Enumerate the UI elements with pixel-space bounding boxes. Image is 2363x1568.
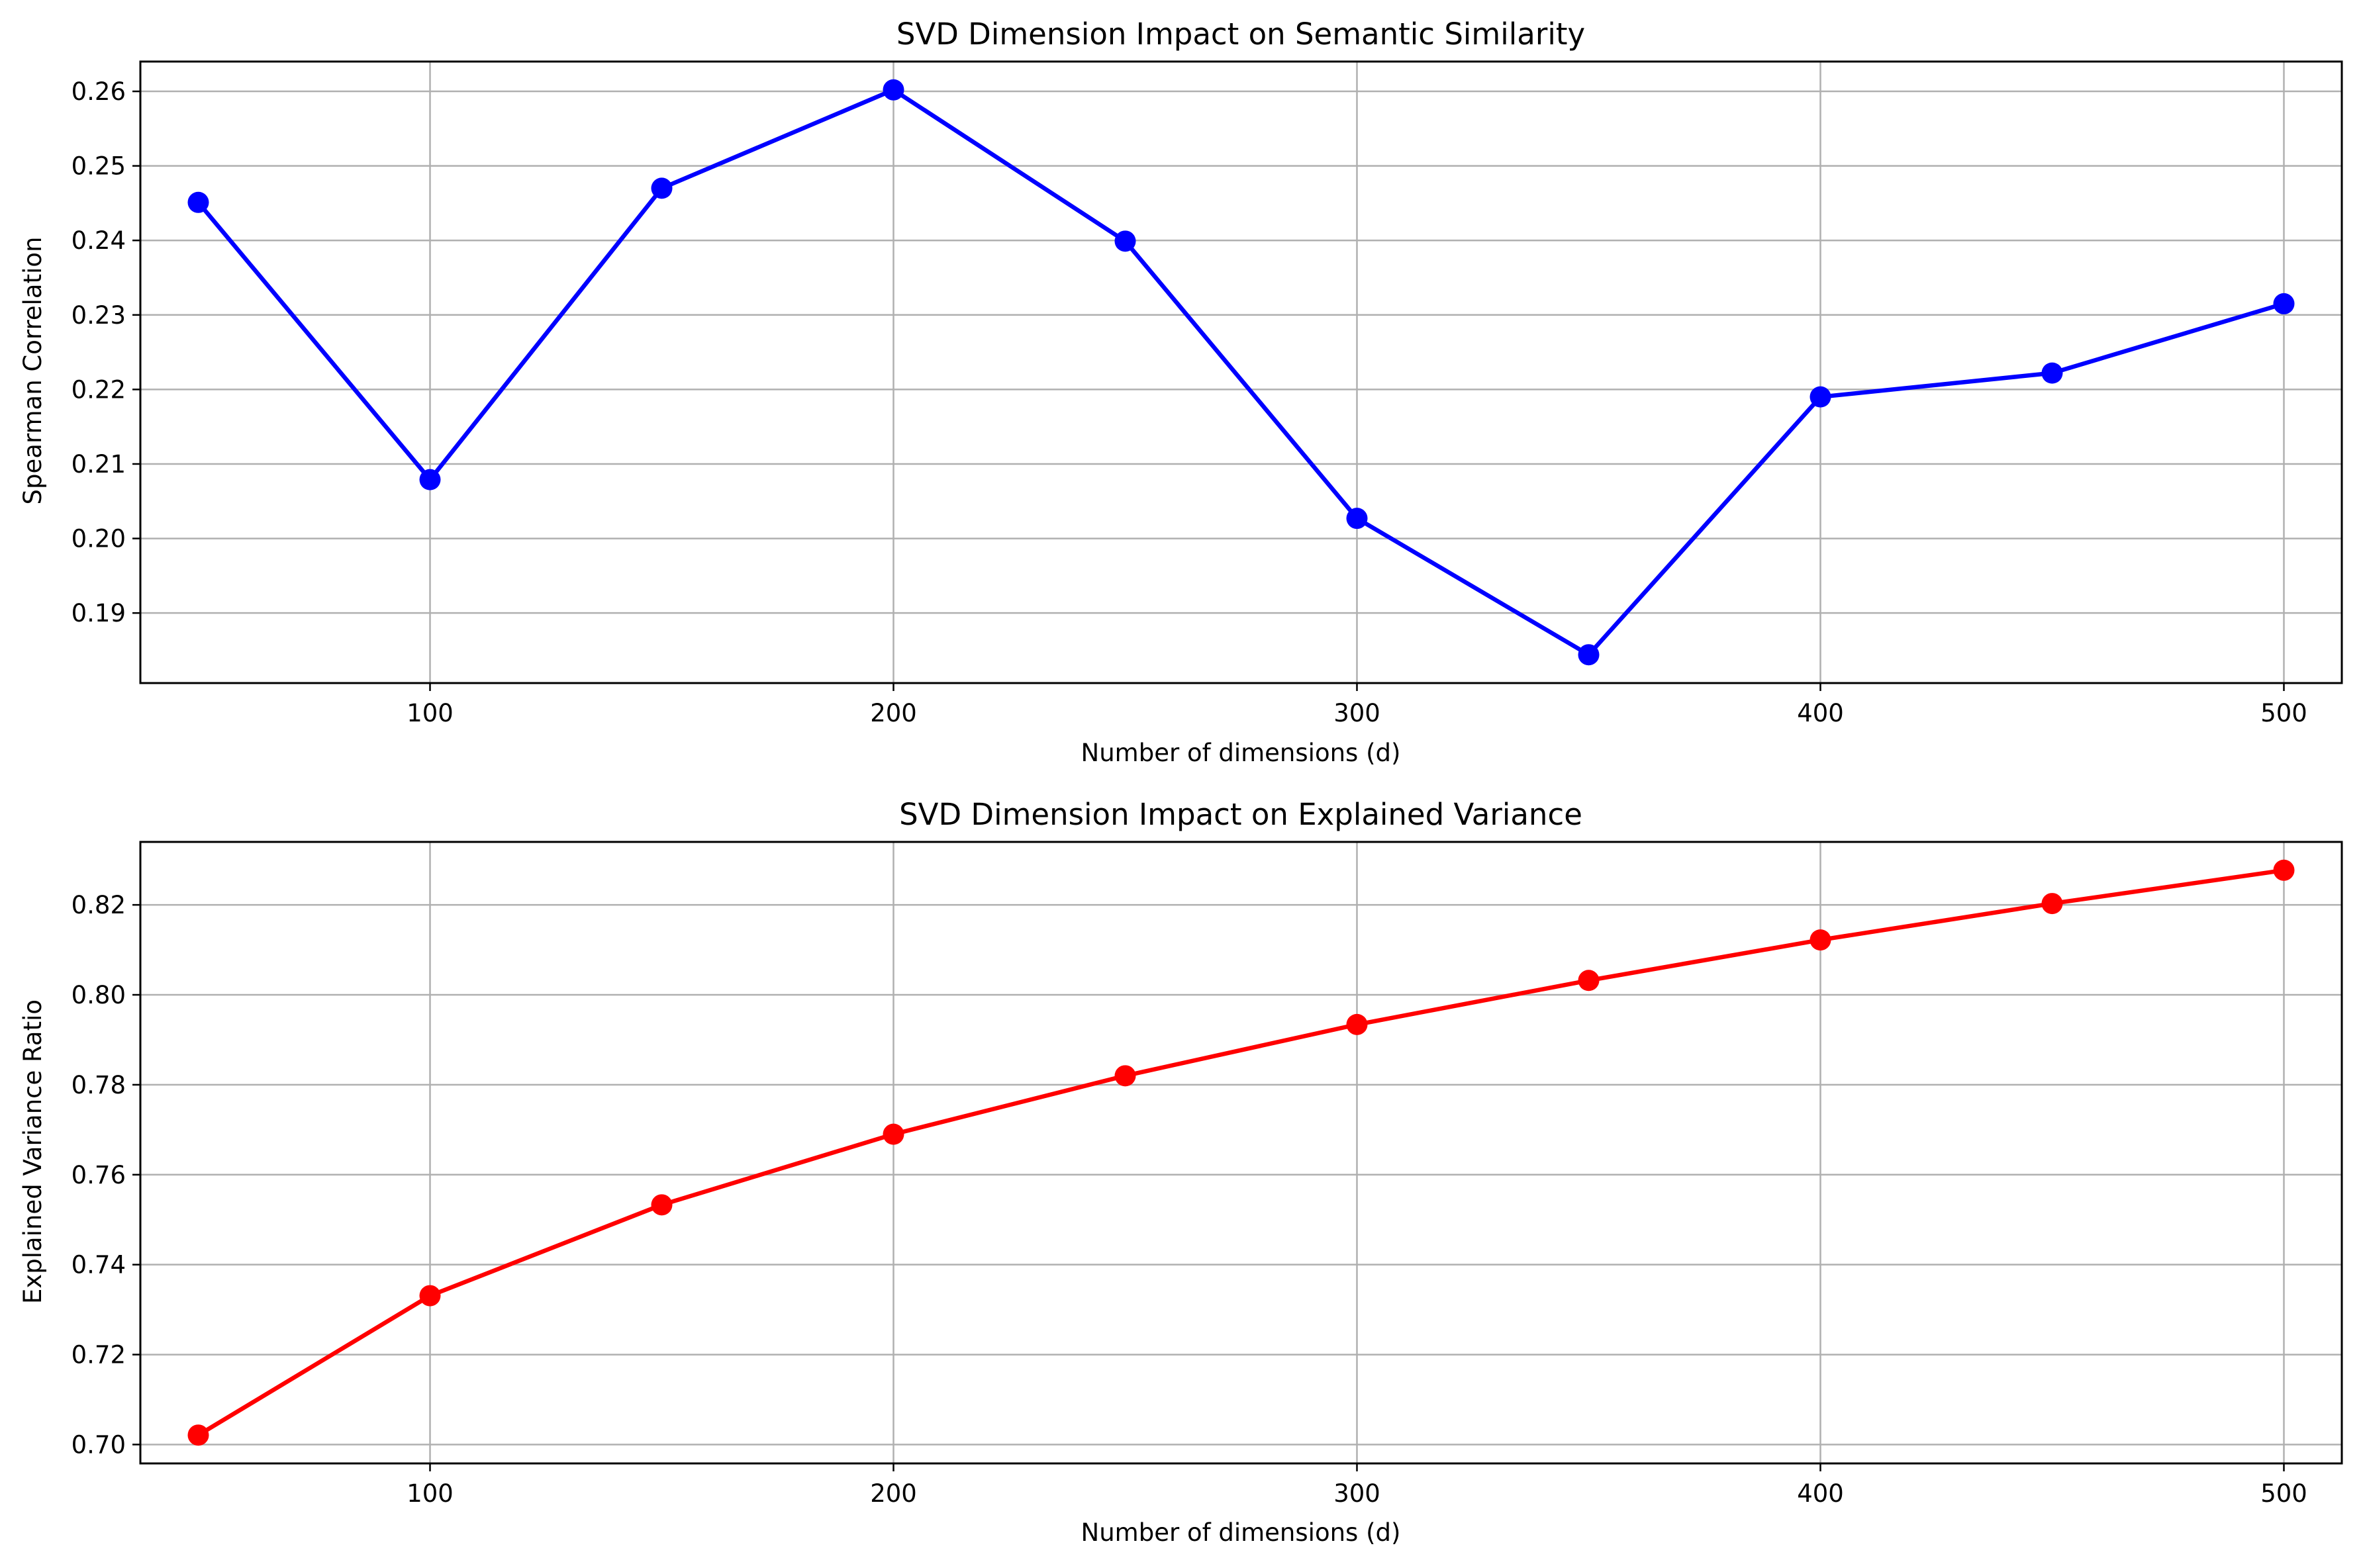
- y-tick-label: 0.22: [72, 375, 126, 404]
- data-point: [1346, 1013, 1368, 1035]
- x-tick-label: 200: [870, 1479, 917, 1508]
- data-point: [1578, 644, 1600, 666]
- grid: [140, 842, 2342, 1463]
- x-axis-label: Number of dimensions (d): [1081, 1518, 1401, 1547]
- data-point: [2041, 362, 2063, 384]
- series-line: [187, 859, 2295, 1446]
- x-tick-label: 500: [2260, 699, 2307, 727]
- x-tick-label: 300: [1333, 1479, 1380, 1508]
- data-point: [187, 191, 209, 213]
- y-tick-label: 0.21: [72, 450, 126, 479]
- y-axis-label: Explained Variance Ratio: [19, 999, 47, 1304]
- chart-title: SVD Dimension Impact on Explained Varian…: [899, 797, 1582, 832]
- x-axis-label: Number of dimensions (d): [1081, 739, 1401, 767]
- y-tick-label: 0.80: [72, 981, 126, 1009]
- y-tick-label: 0.26: [72, 77, 126, 106]
- y-tick-label: 0.82: [72, 891, 126, 919]
- y-tick-label: 0.20: [72, 525, 126, 553]
- x-tick-label: 100: [407, 1479, 454, 1508]
- data-point: [1346, 508, 1368, 530]
- y-tick-label: 0.70: [72, 1430, 126, 1459]
- data-point: [1809, 929, 1831, 951]
- y-tick-label: 0.78: [72, 1071, 126, 1099]
- data-point: [883, 79, 904, 101]
- x-tick-label: 200: [870, 699, 917, 727]
- data-point: [883, 1123, 904, 1145]
- y-axis-ticks: 0.19 0.20 0.21 0.22 0.23 0.24 0.25 0.26: [72, 77, 140, 627]
- grid: [140, 62, 2342, 683]
- data-point: [1114, 230, 1136, 252]
- x-tick-label: 500: [2260, 1479, 2307, 1508]
- x-tick-label: 400: [1797, 699, 1844, 727]
- y-tick-label: 0.72: [72, 1341, 126, 1369]
- x-tick-label: 300: [1333, 699, 1380, 727]
- y-tick-label: 0.24: [72, 226, 126, 255]
- data-point: [1114, 1065, 1136, 1087]
- y-tick-label: 0.74: [72, 1251, 126, 1279]
- plot-frame: [139, 841, 2343, 1465]
- series-line-path: [197, 87, 2285, 657]
- chart-title: SVD Dimension Impact on Semantic Similar…: [896, 17, 1585, 52]
- data-point: [2273, 859, 2295, 881]
- data-point: [2273, 293, 2295, 314]
- x-tick-label: 100: [407, 699, 454, 727]
- y-tick-label: 0.19: [72, 599, 126, 627]
- data-point: [651, 1194, 673, 1216]
- data-point: [2041, 893, 2063, 915]
- y-tick-label: 0.76: [72, 1161, 126, 1189]
- series-line: [187, 79, 2295, 666]
- y-tick-label: 0.25: [72, 152, 126, 181]
- series-line-path: [197, 868, 2284, 1437]
- x-axis-ticks: 100 200 300 400 500: [407, 683, 2307, 727]
- chart-panel-semantic-similarity: SVD Dimension Impact on Semantic Similar…: [19, 17, 2343, 767]
- y-axis-label: Spearman Correlation: [19, 237, 47, 505]
- y-axis-ticks: 0.70 0.72 0.74 0.76 0.78 0.80 0.82: [72, 891, 140, 1459]
- data-point: [651, 177, 673, 199]
- y-tick-label: 0.23: [72, 301, 126, 330]
- data-point: [419, 1285, 441, 1307]
- data-point: [187, 1424, 209, 1446]
- chart-panel-explained-variance: SVD Dimension Impact on Explained Varian…: [19, 797, 2343, 1547]
- x-tick-label: 400: [1797, 1479, 1844, 1508]
- data-point: [1578, 970, 1600, 992]
- x-axis-ticks: 100 200 300 400 500: [407, 1463, 2307, 1508]
- plot-frame: [139, 60, 2343, 684]
- data-point: [1809, 386, 1831, 408]
- data-point: [419, 469, 441, 490]
